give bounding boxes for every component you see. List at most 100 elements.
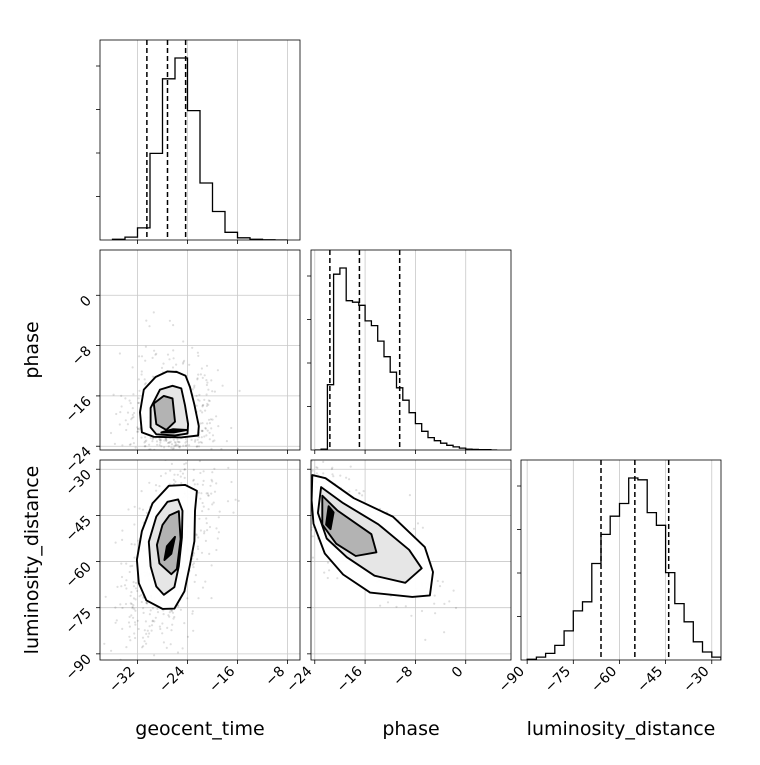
sample-point [144,620,147,623]
sample-point [201,411,204,414]
sample-point [173,440,176,444]
sample-point [208,399,211,403]
histogram-geocent_time [111,57,288,240]
sample-point [131,366,134,369]
sample-point [300,423,302,425]
sample-point [143,473,145,475]
sample-point [172,438,175,441]
panel-frame-phase [310,249,512,451]
panel-frame-geocent_time [99,39,301,241]
sample-point [257,438,259,440]
sample-point [215,482,218,485]
sample-point [207,403,210,406]
sample-point [179,472,181,474]
y-tick-label: −30 [63,467,95,499]
sample-point [308,498,310,500]
sample-point [182,361,185,364]
sample-point [120,562,123,565]
sample-point [210,597,213,600]
sample-point [207,418,211,421]
sample-point [306,492,308,494]
sample-point [304,502,306,504]
sample-point [170,629,173,632]
sample-point [134,680,136,682]
sample-point [128,443,131,446]
sample-point [167,614,170,617]
sample-point [307,485,309,487]
sample-point [203,530,206,533]
sample-point [192,562,196,565]
sample-point [304,482,306,484]
sample-point [256,404,258,406]
sample-point [200,455,202,457]
sample-point [150,466,152,468]
sample-point [201,483,204,486]
sample-point [176,477,178,479]
sample-point [137,428,140,431]
sample-point [116,585,119,589]
sample-point [288,488,290,490]
sample-point [194,453,196,455]
sample-point [179,475,182,478]
sample-point [203,398,206,401]
sample-point [137,401,140,405]
sample-point [119,411,122,414]
sample-point [125,562,128,565]
sample-point [223,450,225,452]
sample-point [115,704,117,706]
sample-point [386,601,390,604]
sample-point [275,470,277,472]
sample-point [136,426,139,429]
sample-point [307,511,309,513]
sample-point [138,428,142,431]
sample-point [129,594,132,597]
sample-point [204,409,207,412]
sample-point [208,422,211,425]
sample-point [204,465,206,467]
sample-point [195,534,198,537]
contour-level-2 [155,510,182,576]
sample-point [138,507,141,510]
sample-point [303,460,305,462]
sample-point [194,439,197,442]
sample-point [172,478,175,481]
sample-point [289,470,291,472]
sample-point [204,427,207,430]
sample-point [202,470,205,473]
sample-point [322,460,325,463]
sample-point [303,480,305,482]
sample-point [296,483,298,485]
sample-point [128,399,131,402]
sample-point [155,489,158,492]
sample-point [153,654,156,657]
sample-point [173,444,176,447]
sample-point [127,508,130,511]
sample-point [434,612,437,615]
sample-point [121,538,124,542]
sample-point [163,446,166,449]
sample-point [183,463,186,466]
sample-point [200,441,204,444]
sample-point [207,399,210,402]
sample-point [209,474,211,476]
sample-point [188,444,191,447]
sample-point [217,531,220,534]
sample-point [237,499,240,502]
y-tick-label: 0 [77,293,95,311]
sample-point [162,362,165,365]
sample-point [125,587,128,590]
sample-point [196,398,200,401]
sample-point [145,601,148,605]
sample-point [315,472,318,475]
sample-point [292,471,294,473]
sample-point [206,429,209,432]
sample-point [211,440,215,443]
x-tick-label: −24 [283,663,315,695]
sample-point [215,423,217,425]
sample-point [210,447,213,450]
sample-point [156,607,159,611]
sample-point [305,471,307,473]
sample-point [297,471,299,473]
sample-point [443,631,446,634]
